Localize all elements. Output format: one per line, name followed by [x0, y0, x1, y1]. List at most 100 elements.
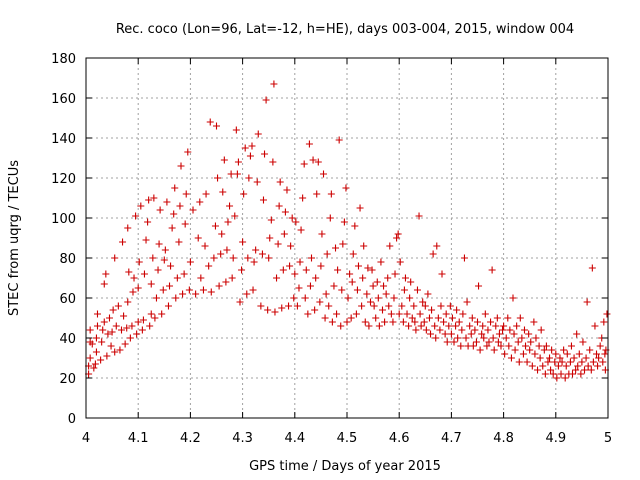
- data-point-marker: [570, 354, 578, 362]
- data-point-marker: [492, 322, 500, 330]
- data-point-marker: [536, 354, 544, 362]
- data-point-marker: [219, 188, 227, 196]
- data-point-marker: [560, 346, 568, 354]
- data-point-marker: [460, 254, 468, 262]
- y-tick-label: 100: [51, 212, 76, 227]
- data-point-marker: [222, 278, 230, 286]
- x-tick-label: 4.2: [180, 431, 201, 446]
- data-point-marker: [390, 294, 398, 302]
- data-point-marker: [108, 328, 116, 336]
- data-point-marker: [333, 310, 341, 318]
- data-point-marker: [579, 338, 587, 346]
- data-point-marker: [318, 230, 326, 238]
- data-point-marker: [271, 308, 279, 316]
- data-point-marker: [463, 298, 471, 306]
- data-point-marker: [453, 306, 461, 314]
- data-point-marker: [107, 342, 115, 350]
- data-point-marker: [287, 242, 295, 250]
- data-point-marker: [480, 334, 488, 342]
- data-point-marker: [308, 254, 316, 262]
- data-point-marker: [387, 310, 395, 318]
- data-point-marker: [485, 338, 493, 346]
- data-point-marker: [99, 326, 107, 334]
- data-point-marker: [384, 274, 392, 282]
- data-point-marker: [128, 322, 136, 330]
- data-point-marker: [175, 238, 183, 246]
- data-point-marker: [528, 362, 536, 370]
- data-point-marker: [325, 302, 333, 310]
- data-point-marker: [228, 274, 236, 282]
- data-point-marker: [172, 294, 180, 302]
- data-point-marker: [179, 290, 187, 298]
- data-point-marker: [202, 190, 210, 198]
- data-point-marker: [185, 286, 193, 294]
- data-point-marker: [114, 302, 122, 310]
- data-point-marker: [572, 366, 580, 374]
- data-point-marker: [349, 250, 357, 258]
- x-tick-label: 4.6: [389, 431, 410, 446]
- y-tick-label: 180: [51, 52, 76, 67]
- data-point-marker: [436, 326, 444, 334]
- data-point-marker: [343, 318, 351, 326]
- data-point-marker: [394, 230, 402, 238]
- data-point-marker: [583, 298, 591, 306]
- data-point-marker: [88, 340, 96, 348]
- data-point-marker: [532, 334, 540, 342]
- data-point-marker: [380, 282, 388, 290]
- data-point-marker: [264, 306, 272, 314]
- data-point-marker: [417, 322, 425, 330]
- data-point-marker: [373, 278, 381, 286]
- y-tick-label: 0: [68, 412, 76, 427]
- data-point-marker: [252, 246, 260, 254]
- data-point-marker: [206, 118, 214, 126]
- data-point-marker: [194, 234, 202, 242]
- data-point-marker: [224, 218, 232, 226]
- data-point-marker: [119, 238, 127, 246]
- data-point-marker: [467, 330, 475, 338]
- data-point-marker: [599, 358, 607, 366]
- data-point-marker: [134, 318, 142, 326]
- data-point-marker: [552, 350, 560, 358]
- data-point-marker: [556, 354, 564, 362]
- data-point-marker: [393, 234, 401, 242]
- data-point-marker: [201, 242, 209, 250]
- data-point-marker: [475, 282, 483, 290]
- data-point-marker: [241, 144, 249, 152]
- data-point-marker: [112, 322, 120, 330]
- data-point-marker: [189, 206, 197, 214]
- data-point-marker: [421, 302, 429, 310]
- data-point-marker: [159, 286, 167, 294]
- data-point-marker: [142, 236, 150, 244]
- data-point-marker: [238, 266, 246, 274]
- data-point-marker: [138, 326, 146, 334]
- data-point-marker: [137, 202, 145, 210]
- data-point-marker: [553, 374, 561, 382]
- data-point-marker: [290, 294, 298, 302]
- x-tick-label: 4.5: [337, 431, 358, 446]
- data-point-marker: [466, 322, 474, 330]
- data-point-marker: [111, 348, 119, 356]
- data-point-marker: [372, 314, 380, 322]
- data-point-marker: [431, 322, 439, 330]
- data-point-marker: [358, 302, 366, 310]
- data-point-marker: [245, 174, 253, 182]
- data-point-marker: [171, 184, 179, 192]
- data-point-marker: [133, 330, 141, 338]
- data-point-marker: [116, 346, 124, 354]
- data-point-marker: [93, 322, 101, 330]
- data-point-marker: [254, 130, 262, 138]
- data-point-marker: [320, 170, 328, 178]
- data-point-marker: [312, 274, 320, 282]
- data-point-marker: [452, 322, 460, 330]
- data-point-marker: [483, 342, 491, 350]
- data-point-marker: [501, 350, 509, 358]
- data-point-marker: [356, 204, 364, 212]
- data-point-marker: [561, 374, 569, 382]
- data-point-marker: [213, 122, 220, 130]
- data-point-marker: [487, 318, 495, 326]
- data-point-marker: [176, 202, 184, 210]
- data-point-marker: [348, 278, 356, 286]
- data-point-marker: [249, 286, 257, 294]
- data-point-marker: [163, 198, 171, 206]
- data-point-marker: [347, 314, 355, 322]
